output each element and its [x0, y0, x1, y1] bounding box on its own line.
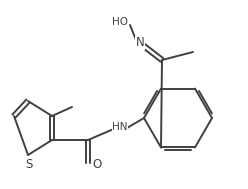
Text: N: N	[136, 36, 144, 50]
Text: S: S	[25, 157, 33, 170]
Text: HO: HO	[112, 17, 128, 27]
Text: HN: HN	[112, 122, 128, 132]
Text: O: O	[92, 157, 102, 170]
